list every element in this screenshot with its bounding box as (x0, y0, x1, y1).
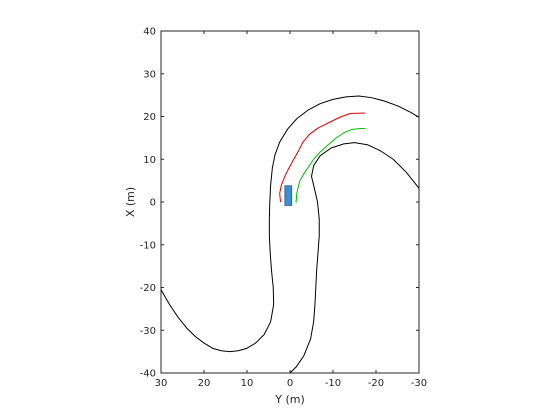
y-axis-ticks: -40 -30 -20 -10 0 10 20 30 40 (140, 27, 419, 380)
y-tick-label: 10 (143, 155, 156, 166)
x-tick-label: -20 (368, 378, 384, 389)
x-axis-ticks: 30 20 10 0 -10 -20 -30 (155, 31, 427, 389)
road-edge-right-line (289, 142, 420, 374)
x-axis-label: Y (m) (274, 393, 305, 406)
y-tick-label: -10 (140, 240, 156, 251)
x-tick-label: -30 (411, 378, 427, 389)
road-edge-left-line (160, 95, 420, 353)
y-tick-label: 40 (143, 27, 156, 38)
x-tick-label: 30 (155, 378, 168, 389)
road-layer (160, 95, 420, 374)
vehicle-marker (284, 185, 293, 206)
reference-path-line (295, 127, 366, 203)
y-tick-label: 20 (143, 112, 156, 123)
vehicle-layer (284, 185, 293, 206)
y-axis-label: X (m) (124, 187, 137, 217)
y-tick-label: -20 (140, 283, 156, 294)
x-tick-label: -10 (325, 378, 341, 389)
x-tick-label: 10 (241, 378, 254, 389)
y-tick-label: 30 (143, 69, 156, 80)
y-tick-label: -30 (140, 326, 156, 337)
x-tick-label: 20 (198, 378, 211, 389)
path-layer (279, 112, 366, 203)
predicted-path-line (279, 112, 366, 203)
y-tick-label: -40 (140, 369, 156, 380)
y-tick-label: 0 (150, 198, 156, 209)
x-tick-label: 0 (287, 378, 293, 389)
